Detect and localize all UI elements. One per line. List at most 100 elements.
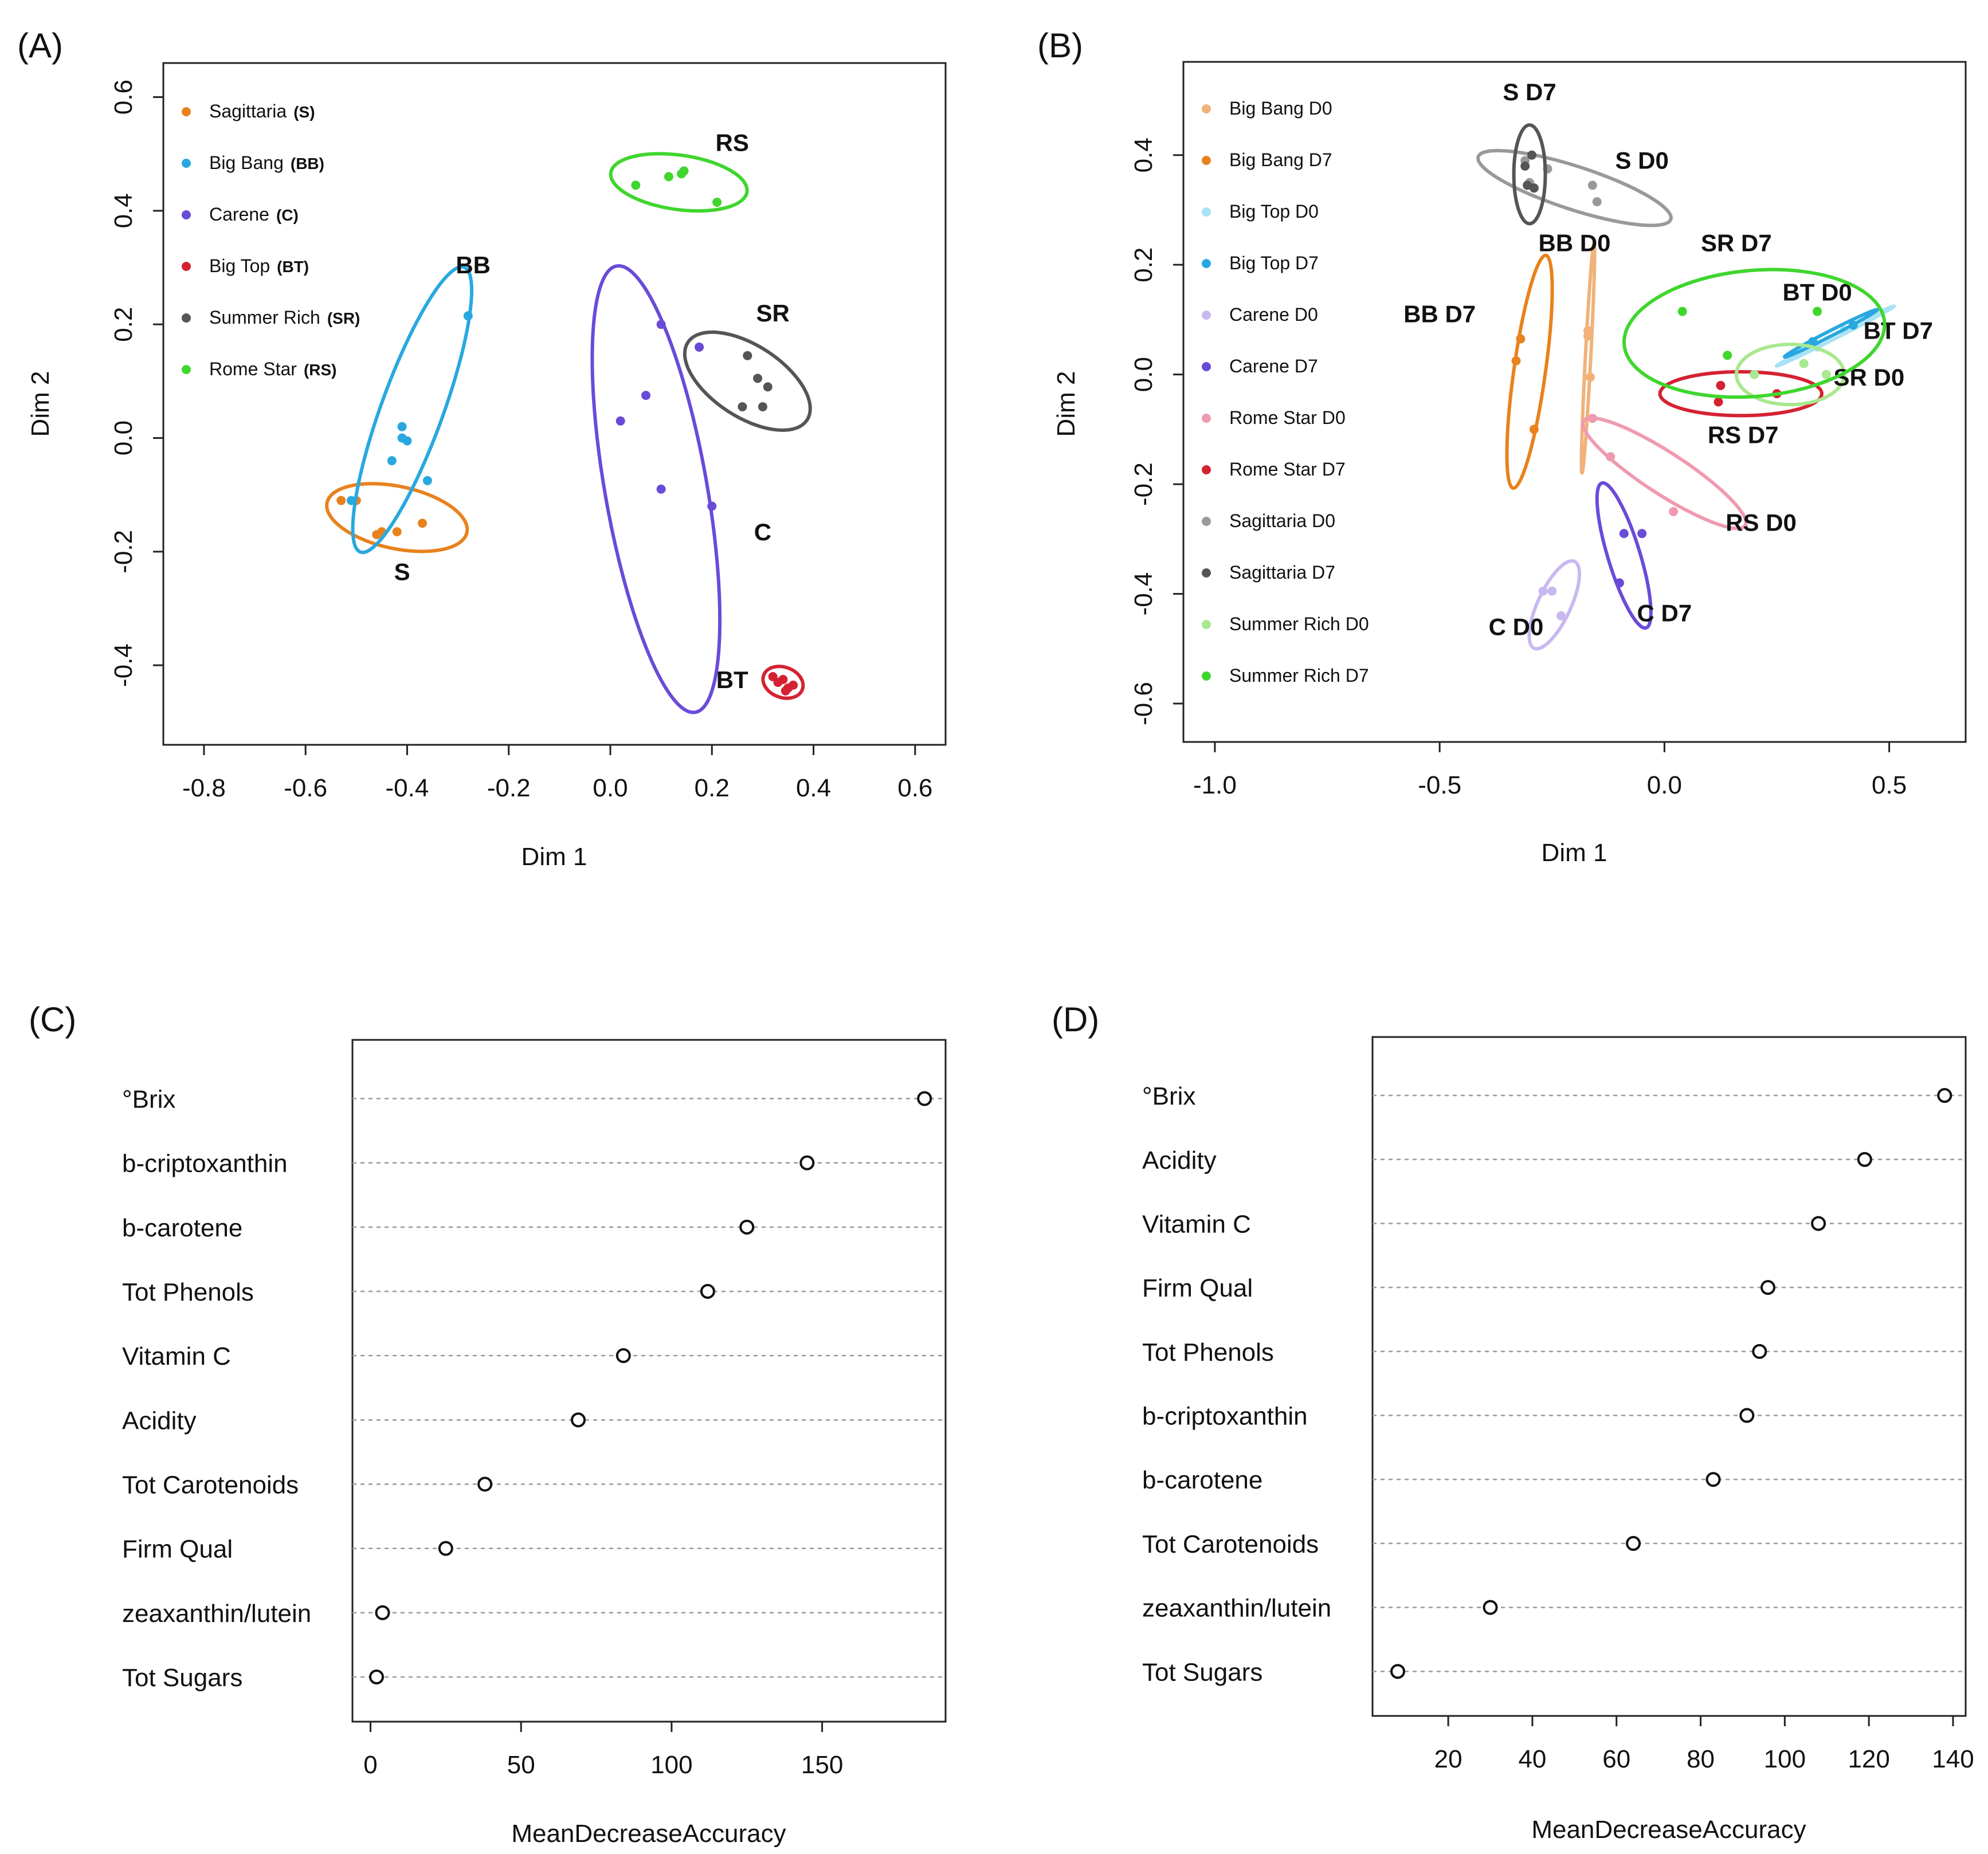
y-tick-label-b: -0.4 bbox=[1130, 572, 1158, 616]
importance-dot-vitamin-c bbox=[1811, 1216, 1826, 1231]
variable-label-zeaxanthin-lutein: zeaxanthin/lutein bbox=[1142, 1594, 1331, 1623]
data-point-sagittaria-s bbox=[418, 519, 428, 528]
panel-d-label: (D) bbox=[1052, 1000, 1099, 1039]
data-point-summer-rich-sr bbox=[763, 382, 773, 392]
variable-label-vitamin-c: Vitamin C bbox=[122, 1342, 231, 1370]
importance-dot-tot-carotenoids bbox=[1626, 1535, 1641, 1551]
variable-label-acidity: Acidity bbox=[122, 1407, 197, 1435]
legend-label-carene-d7: Carene D7 bbox=[1229, 356, 1318, 376]
x-tick-label-b: 0.0 bbox=[1647, 771, 1682, 799]
y-tick-label-a: -0.2 bbox=[109, 530, 138, 574]
plot-frame-c bbox=[351, 1039, 947, 1723]
importance-dot-brix bbox=[1937, 1088, 1952, 1103]
y-tick-label-b: 0.0 bbox=[1130, 357, 1158, 392]
legend-marker-rome-star-d7 bbox=[1202, 465, 1211, 474]
x-tick-label-a: -0.6 bbox=[284, 774, 327, 802]
legend-label-summer-rich: Summer Rich (SR) bbox=[209, 307, 360, 328]
variable-label-b-criptoxanthin: b-criptoxanthin bbox=[122, 1150, 288, 1178]
data-point-rome-star-d0 bbox=[1587, 414, 1597, 423]
cluster-label-big-top-d7: BT D7 bbox=[1864, 317, 1933, 344]
data-point-carene-d7 bbox=[1619, 529, 1629, 539]
legend-marker-big-top-d0 bbox=[1202, 207, 1211, 217]
confidence-ellipse-rome-star-d0 bbox=[1581, 416, 1748, 531]
legend-label-sagittaria: Sagittaria (S) bbox=[209, 101, 315, 121]
cluster-label-summer-rich-sr: SR bbox=[756, 300, 789, 327]
cluster-label-carene-d7: C D7 bbox=[1637, 599, 1692, 626]
legend-label-sagittaria-d7: Sagittaria D7 bbox=[1229, 562, 1335, 583]
data-point-carene-c bbox=[656, 320, 666, 329]
x-tick-label-d: 120 bbox=[1848, 1745, 1889, 1773]
variable-label-tot-sugars: Tot Sugars bbox=[1142, 1658, 1262, 1686]
x-tick-label-c: 100 bbox=[650, 1751, 692, 1779]
data-point-big-bang-bb bbox=[402, 436, 412, 446]
variable-label-firm-qual: Firm Qual bbox=[1142, 1274, 1253, 1302]
data-point-sagittaria-s bbox=[392, 527, 402, 537]
x-tick-label-b: -1.0 bbox=[1193, 771, 1237, 799]
importance-dot-tot-sugars bbox=[1390, 1664, 1406, 1679]
cluster-label-big-top-bt: BT bbox=[716, 666, 748, 693]
confidence-ellipse-carene-d0 bbox=[1527, 559, 1582, 651]
x-tick-label-a: 0.2 bbox=[695, 774, 730, 802]
legend-label-summer-rich-d7: Summer Rich D7 bbox=[1229, 665, 1369, 686]
legend-marker-sagittaria bbox=[182, 107, 191, 116]
x-tick-label-c: 0 bbox=[363, 1751, 377, 1779]
importance-dot-b-carotene bbox=[1705, 1472, 1721, 1487]
importance-dot-b-criptoxanthin bbox=[1739, 1408, 1755, 1423]
cluster-label-big-bang-bb: BB bbox=[456, 252, 491, 278]
data-point-rome-star-d0 bbox=[1606, 452, 1616, 462]
variable-label-brix: °Brix bbox=[122, 1085, 175, 1113]
data-point-carene-c bbox=[656, 484, 666, 494]
variable-label-brix: °Brix bbox=[1142, 1082, 1195, 1110]
data-point-sagittaria-s bbox=[336, 496, 346, 505]
data-point-carene-c bbox=[641, 391, 651, 400]
cluster-label-carene-c: C bbox=[754, 519, 771, 545]
y-axis-title-b: Dim 2 bbox=[1052, 371, 1080, 437]
legend-label-rome-star-d7: Rome Star D7 bbox=[1229, 459, 1346, 480]
data-point-carene-d0 bbox=[1538, 586, 1548, 596]
data-point-big-bang-bb bbox=[397, 422, 407, 431]
x-tick-label-d: 80 bbox=[1687, 1745, 1715, 1773]
x-tick-label-c: 50 bbox=[507, 1751, 535, 1779]
variable-label-zeaxanthin-lutein: zeaxanthin/lutein bbox=[122, 1600, 311, 1628]
data-point-carene-d0 bbox=[1547, 586, 1557, 596]
x-tick-label-d: 60 bbox=[1602, 1745, 1630, 1773]
importance-dot-tot-phenols bbox=[700, 1283, 715, 1299]
confidence-ellipse-sagittaria-d7 bbox=[1512, 123, 1547, 226]
data-point-big-bang-bb bbox=[387, 456, 397, 466]
confidence-ellipse-rome-star-rs bbox=[609, 152, 749, 213]
legend-label-summer-rich-d0: Summer Rich D0 bbox=[1229, 614, 1369, 634]
x-tick-label-a: -0.2 bbox=[487, 774, 531, 802]
data-point-carene-d7 bbox=[1614, 578, 1624, 588]
variable-label-vitamin-c: Vitamin C bbox=[1142, 1210, 1251, 1238]
cluster-label-summer-rich-d7: SR D7 bbox=[1701, 229, 1772, 256]
data-point-big-top-bt bbox=[781, 686, 790, 696]
x-tick-label-a: 0.0 bbox=[593, 774, 628, 802]
data-point-sagittaria-d0 bbox=[1587, 180, 1597, 190]
x-axis-title-c: MeanDecreaseAccuracy bbox=[511, 1820, 786, 1848]
data-point-carene-d0 bbox=[1556, 611, 1566, 620]
cluster-label-big-bang-d0: BB D0 bbox=[1538, 229, 1610, 256]
legend-label-carene-d0: Carene D0 bbox=[1229, 304, 1318, 325]
x-tick-label-d: 20 bbox=[1434, 1745, 1462, 1773]
data-point-rome-star-rs bbox=[679, 166, 689, 176]
data-point-summer-rich-sr bbox=[738, 402, 747, 411]
legend-marker-carene-d7 bbox=[1202, 362, 1211, 371]
variable-label-b-carotene: b-carotene bbox=[122, 1214, 242, 1242]
confidence-ellipse-summer-rich-d7 bbox=[1622, 268, 1887, 399]
data-point-summer-rich-sr bbox=[758, 402, 767, 411]
legend-marker-summer-rich bbox=[182, 313, 191, 323]
variable-label-firm-qual: Firm Qual bbox=[122, 1535, 233, 1564]
x-tick-label-a: -0.8 bbox=[182, 774, 226, 802]
data-point-summer-rich-d0 bbox=[1821, 370, 1831, 379]
y-tick-label-b: -0.6 bbox=[1130, 682, 1158, 725]
x-tick-label-d: 40 bbox=[1518, 1745, 1546, 1773]
data-point-big-top-bt bbox=[789, 680, 798, 690]
y-tick-label-a: 0.2 bbox=[109, 307, 138, 342]
legend-marker-summer-rich-d7 bbox=[1202, 671, 1211, 681]
importance-dot-b-criptoxanthin bbox=[799, 1155, 815, 1170]
importance-dot-acidity bbox=[1857, 1152, 1872, 1167]
y-tick-label-a: -0.4 bbox=[109, 643, 138, 687]
importance-dot-tot-phenols bbox=[1752, 1344, 1767, 1359]
legend-marker-big-top-d7 bbox=[1202, 259, 1211, 268]
